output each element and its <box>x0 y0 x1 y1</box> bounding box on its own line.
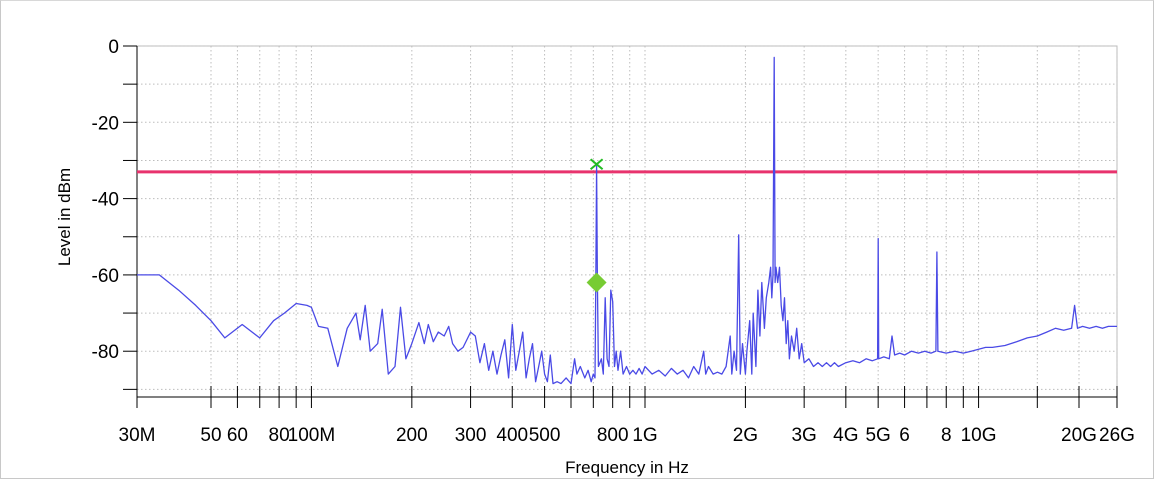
y-tick-label: -80 <box>92 342 119 363</box>
x-tick-label: 50 <box>200 425 221 446</box>
x-tick-label: 300 <box>455 425 487 446</box>
x-tick-label: 400 <box>496 425 528 446</box>
y-tick-labels: 0 -20 -40 -60 -80 <box>92 37 119 363</box>
y-tick-label: -20 <box>92 113 119 134</box>
y-axis-label: Level in dBm <box>55 168 74 266</box>
x-tick-label: 200 <box>396 425 428 446</box>
x-tick-label: 100M <box>288 425 336 446</box>
x-tick-label: 10G <box>961 425 997 446</box>
x-tick-label: 8 <box>941 425 952 446</box>
x-tick-label: 1G <box>632 425 657 446</box>
x-axis-label: Frequency in Hz <box>565 458 689 477</box>
x-tick-label: 60 <box>227 425 248 446</box>
spectrum-trace <box>137 57 1117 383</box>
x-tick-label: 20G <box>1061 425 1097 446</box>
x-tick-label: 3G <box>791 425 816 446</box>
peak-marker-diamond <box>587 273 607 293</box>
x-tick-label: 5G <box>865 425 890 446</box>
x-tick-label: 80 <box>269 425 290 446</box>
x-tick-label: 30M <box>119 425 156 446</box>
plot-area <box>137 46 1117 397</box>
series-layer <box>137 57 1117 383</box>
y-tick-label: 0 <box>108 37 119 58</box>
x-tick-label: 4G <box>833 425 858 446</box>
x-tick-label: 6 <box>899 425 910 446</box>
y-tick-label: -60 <box>92 266 119 287</box>
x-tick-label: 26G <box>1099 425 1135 446</box>
y-tick-label: -40 <box>92 190 119 211</box>
x-tick-label: 2G <box>733 425 758 446</box>
x-tick-label: 800 <box>597 425 629 446</box>
x-tick-label: 500 <box>529 425 561 446</box>
grid <box>137 46 1117 397</box>
